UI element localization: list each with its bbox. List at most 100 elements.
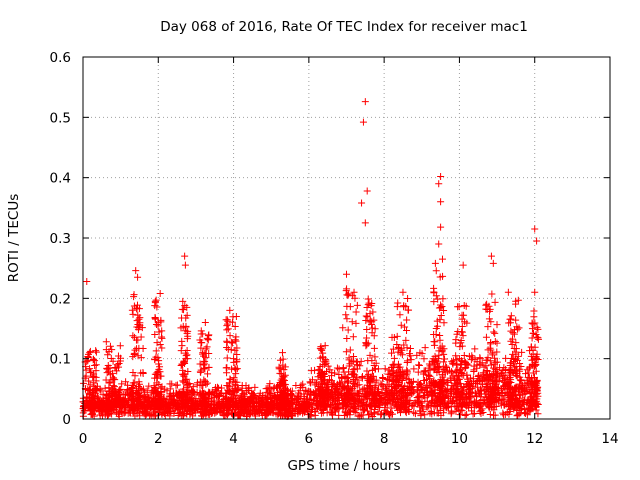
- data-point: [423, 403, 431, 411]
- data-point: [489, 351, 497, 359]
- data-point: [203, 343, 211, 351]
- data-point: [484, 323, 492, 331]
- data-point: [151, 314, 159, 322]
- data-point: [120, 404, 128, 412]
- data-point: [177, 347, 185, 355]
- data-point: [116, 342, 124, 350]
- data-point: [372, 359, 380, 367]
- data-point: [469, 410, 477, 418]
- data-point: [483, 401, 491, 409]
- data-point: [370, 316, 378, 324]
- data-point: [454, 377, 462, 385]
- data-point: [352, 319, 360, 327]
- data-point: [448, 382, 456, 390]
- data-point: [500, 364, 508, 372]
- data-point: [175, 410, 183, 418]
- data-point: [517, 404, 525, 412]
- data-point: [370, 410, 378, 418]
- data-point: [135, 324, 143, 332]
- data-point: [183, 375, 191, 383]
- data-point: [80, 379, 88, 387]
- data-point: [231, 323, 239, 331]
- data-point: [440, 307, 448, 315]
- data-point: [439, 394, 447, 402]
- data-point: [183, 351, 191, 359]
- data-point: [436, 316, 444, 324]
- data-point: [182, 323, 190, 331]
- data-point: [391, 400, 399, 408]
- data-point: [343, 390, 351, 398]
- data-point: [507, 312, 515, 320]
- data-point: [131, 372, 139, 380]
- data-point: [510, 345, 518, 353]
- data-point: [134, 311, 142, 319]
- data-point: [134, 273, 142, 281]
- data-point: [406, 379, 414, 387]
- data-point: [351, 294, 359, 302]
- data-point: [424, 371, 432, 379]
- data-point: [383, 408, 391, 416]
- data-point: [96, 385, 104, 393]
- data-point: [168, 380, 176, 388]
- data-point: [430, 403, 438, 411]
- data-point: [439, 365, 447, 373]
- data-point: [397, 392, 405, 400]
- data-point: [392, 384, 400, 392]
- data-point: [523, 396, 531, 404]
- data-point: [177, 409, 185, 417]
- data-point: [388, 377, 396, 385]
- data-point: [255, 398, 263, 406]
- data-point: [418, 399, 426, 407]
- data-point: [425, 360, 433, 368]
- data-point: [438, 379, 446, 387]
- data-point: [430, 284, 438, 292]
- data-point: [181, 301, 189, 309]
- data-point: [354, 412, 362, 420]
- data-point: [153, 339, 161, 347]
- data-point: [436, 382, 444, 390]
- data-point: [97, 387, 105, 395]
- data-point: [370, 344, 378, 352]
- data-point: [128, 306, 136, 314]
- data-point: [468, 407, 476, 415]
- data-point: [246, 399, 254, 407]
- data-point: [180, 378, 188, 386]
- data-point: [132, 267, 140, 275]
- data-point: [367, 401, 375, 409]
- data-point: [393, 340, 401, 348]
- data-point: [406, 389, 414, 397]
- data-point: [507, 337, 515, 345]
- data-point: [350, 357, 358, 365]
- data-point: [101, 384, 109, 392]
- data-point: [367, 389, 375, 397]
- data-point: [106, 342, 114, 350]
- data-point: [450, 357, 458, 365]
- data-point: [492, 380, 500, 388]
- data-point: [91, 402, 99, 410]
- data-point: [349, 397, 357, 405]
- data-point: [370, 391, 378, 399]
- data-point: [335, 370, 343, 378]
- data-point: [437, 311, 445, 319]
- data-point: [106, 364, 114, 372]
- data-point: [349, 333, 357, 341]
- data-point: [373, 397, 381, 405]
- data-point: [110, 383, 118, 391]
- data-point: [529, 346, 537, 354]
- data-point: [439, 295, 447, 303]
- data-point: [233, 365, 241, 373]
- data-point: [444, 385, 452, 393]
- data-point: [395, 396, 403, 404]
- data-point: [323, 394, 331, 402]
- data-point: [196, 407, 204, 415]
- data-point: [155, 360, 163, 368]
- data-point: [151, 330, 159, 338]
- data-point: [152, 347, 160, 355]
- data-point: [180, 390, 188, 398]
- data-point: [471, 345, 479, 353]
- data-point: [487, 252, 495, 260]
- data-point: [88, 410, 96, 418]
- data-point: [303, 395, 311, 403]
- data-point: [197, 338, 205, 346]
- data-point: [319, 361, 327, 369]
